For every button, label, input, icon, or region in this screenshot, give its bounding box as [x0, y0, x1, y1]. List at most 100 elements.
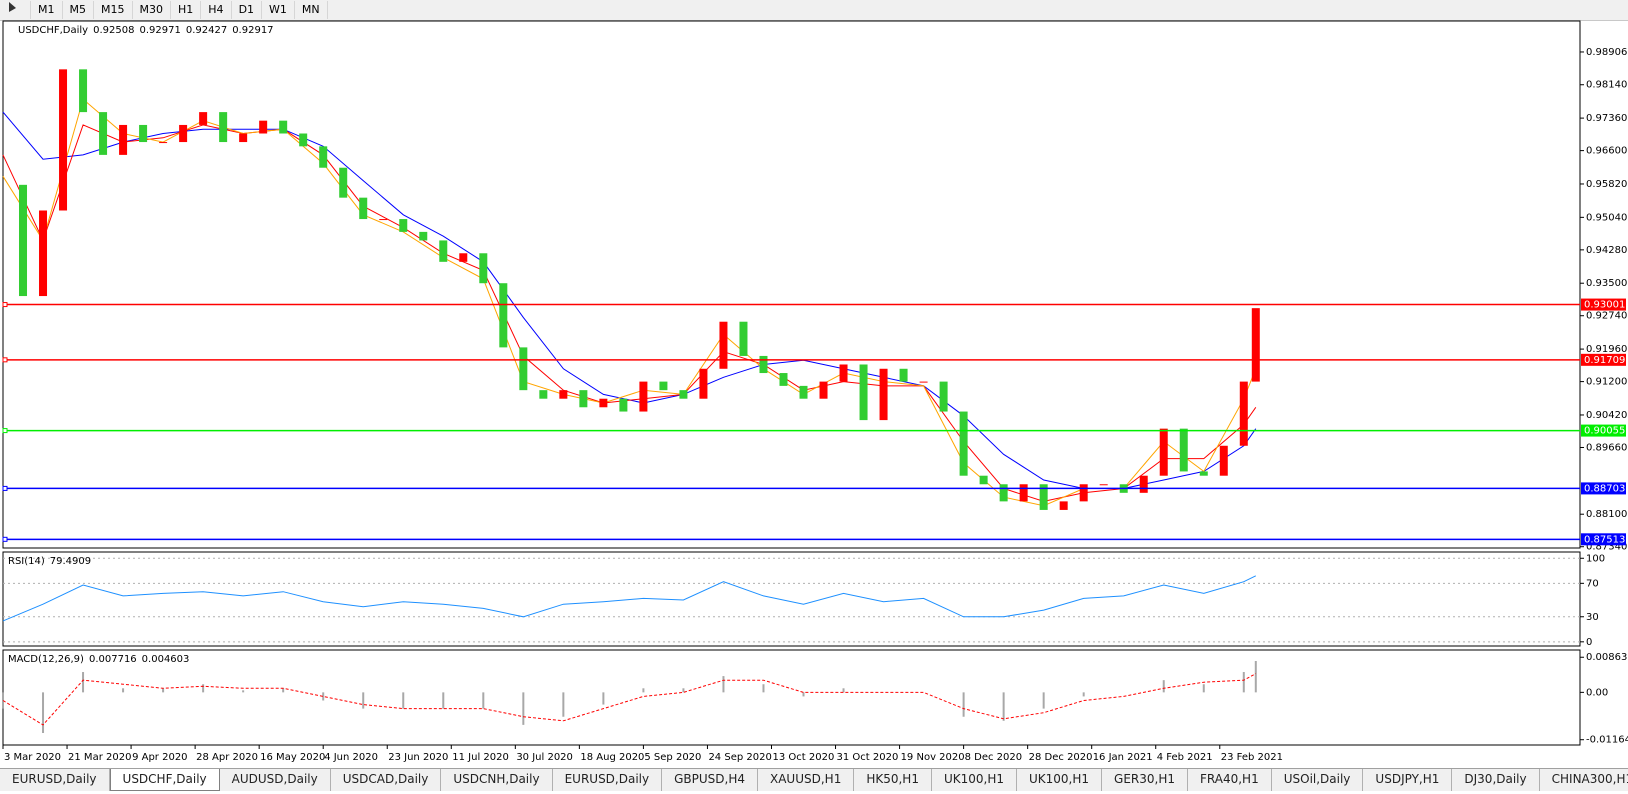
candle [99, 112, 108, 155]
cursor-tool[interactable] [0, 1, 31, 19]
level-handle [2, 302, 8, 308]
level-label: 0.88703 [1584, 483, 1625, 494]
candle [339, 167, 348, 198]
x-tick-label: 9 Apr 2020 [132, 752, 187, 763]
header-value: 0.92917 [232, 25, 273, 36]
x-tick-label: 21 Mar 2020 [68, 752, 131, 763]
chart-tab[interactable]: EURUSD,Daily [553, 769, 663, 791]
chart-tab[interactable]: USDCAD,Daily [331, 769, 442, 791]
timeframe-button[interactable]: H4 [201, 1, 232, 19]
candle [919, 381, 928, 383]
y-tick-label: 30 [1586, 612, 1599, 623]
candle [579, 390, 588, 408]
x-tick-label: 5 Sep 2020 [644, 752, 701, 763]
y-tick-label: 0.90420 [1586, 410, 1627, 421]
candle [699, 368, 708, 399]
x-tick-label: 11 Jul 2020 [452, 752, 509, 763]
candle [119, 124, 128, 155]
chart-tab[interactable]: CHINA300,H1 [1540, 769, 1628, 791]
candle [659, 381, 668, 391]
candle [759, 355, 768, 374]
candle [1219, 445, 1228, 476]
y-tick-label: 0.008638 [1586, 652, 1628, 663]
x-tick-label: 16 May 2020 [260, 752, 325, 763]
candle [959, 411, 968, 476]
y-tick-label: 0.89660 [1586, 442, 1627, 453]
candle [879, 368, 888, 421]
candle [419, 231, 428, 241]
x-tick-label: 23 Jun 2020 [388, 752, 448, 763]
chart-tab[interactable]: EURUSD,Daily [0, 769, 110, 791]
y-tick-label: 0.91200 [1586, 377, 1627, 388]
panel-header: USDCHF,Daily 0.92508 0.92971 0.92427 0.92917 [18, 25, 274, 36]
candle [819, 381, 828, 399]
panel-title: MACD(12,26,9) [8, 654, 84, 665]
timeframe-button[interactable]: M30 [133, 1, 171, 19]
chart-tab[interactable]: HK50,H1 [854, 769, 932, 791]
timeframe-button[interactable]: M5 [63, 1, 94, 19]
chart-tab[interactable]: AUDUSD,Daily [220, 769, 331, 791]
chart-tab[interactable]: FRA40,H1 [1188, 769, 1272, 791]
candle [1059, 501, 1068, 510]
chart-tab[interactable]: UK100,H1 [1017, 769, 1103, 791]
candle [499, 283, 508, 348]
candle [1179, 428, 1188, 472]
signal-line [2, 673, 1257, 726]
panel-frame [2, 649, 1581, 746]
tab-bar: EURUSD,Daily USDCHF,Daily AUDUSD,Daily USDC… [0, 768, 1628, 791]
candle [799, 385, 808, 399]
candle [359, 197, 368, 220]
candle [999, 484, 1008, 502]
chart-tab[interactable]: USOil,Daily [1272, 769, 1364, 791]
indicator-line [2, 575, 1257, 622]
timeframe-button[interactable]: W1 [262, 1, 295, 19]
chart-tab[interactable]: USDJPY,H1 [1363, 769, 1453, 791]
y-tick-label: 0.98140 [1586, 80, 1627, 91]
y-tick-label: 0.97360 [1586, 113, 1627, 124]
candle [539, 390, 548, 399]
timeframe-button[interactable]: MN [295, 1, 328, 19]
candle [199, 112, 208, 125]
chart-tab[interactable]: UK100,H1 [932, 769, 1017, 791]
y-tick-label: 0.93500 [1586, 278, 1627, 289]
candle [259, 120, 268, 134]
level-label: 0.93001 [1584, 300, 1625, 311]
chart-tab[interactable]: GBPUSD,H4 [662, 769, 758, 791]
x-tick-label: 16 Jan 2021 [1093, 752, 1153, 763]
header-value: 0.92427 [186, 25, 227, 36]
panel-title: RSI(14) [8, 556, 45, 567]
y-tick-label: 0 [1586, 637, 1592, 648]
chart-tab[interactable]: USDCNH,Daily [441, 769, 553, 791]
level-label-bg [1581, 424, 1626, 437]
candle [1019, 484, 1028, 502]
chart-tab[interactable]: DJ30,Daily [1452, 769, 1540, 791]
candle [519, 347, 528, 391]
level-label-bg [1581, 353, 1626, 366]
timeframe-button[interactable]: H1 [171, 1, 202, 19]
chart-tab[interactable]: USDCHF,Daily [109, 769, 220, 791]
candle [1139, 475, 1148, 493]
y-tick-label: 0.94280 [1586, 245, 1627, 256]
y-tick-label: 0.98906 [1586, 47, 1627, 58]
candle [179, 124, 188, 143]
candle [679, 390, 688, 399]
timeframe-button[interactable]: M1 [31, 1, 63, 19]
level-label: 0.91709 [1584, 355, 1625, 366]
chart-tab[interactable]: GER30,H1 [1102, 769, 1188, 791]
level-handle [2, 428, 8, 434]
candle [839, 364, 848, 382]
x-tick-label: 28 Dec 2020 [1029, 752, 1093, 763]
candle [239, 133, 248, 143]
y-tick-label: 0.87340 [1586, 542, 1627, 553]
candle [1079, 484, 1088, 502]
timeframe-button[interactable]: D1 [232, 1, 263, 19]
candle [79, 69, 88, 113]
candle [1199, 471, 1208, 476]
panel-header: RSI(14) 79.4909 [8, 556, 91, 567]
level-handle [2, 357, 8, 363]
panel-title: USDCHF,Daily [18, 25, 88, 36]
chart-tab[interactable]: XAUUSD,H1 [758, 769, 855, 791]
x-tick-label: 19 Nov 2020 [901, 752, 965, 763]
timeframe-button[interactable]: M15 [94, 1, 133, 19]
x-tick-label: 30 Jul 2020 [516, 752, 573, 763]
